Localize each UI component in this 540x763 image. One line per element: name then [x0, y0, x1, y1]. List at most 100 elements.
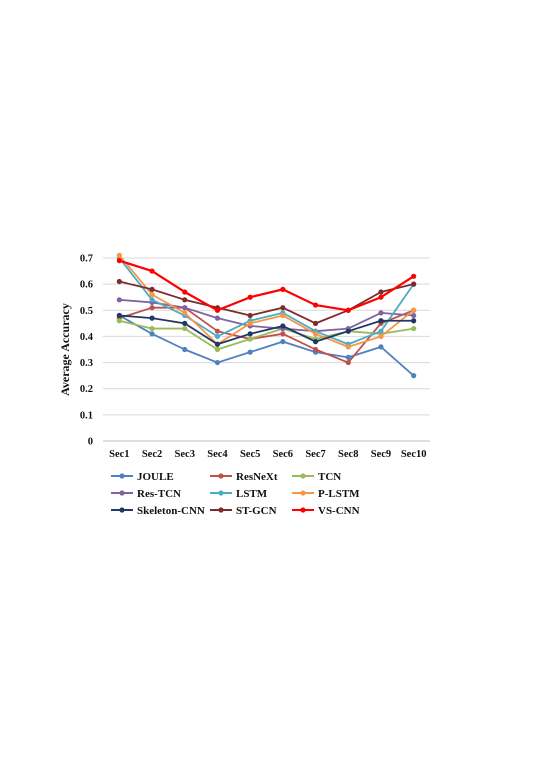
data-point [247, 349, 253, 355]
data-point [116, 318, 122, 324]
data-point [116, 297, 122, 303]
series-line [119, 314, 414, 346]
legend-label: Res-TCN [137, 488, 181, 500]
data-point [149, 268, 155, 274]
series-line [119, 280, 414, 325]
legend-item: ST-GCN [210, 505, 277, 517]
legend-item: LSTM [210, 488, 268, 500]
x-axis-ticks: Sec1 Sec2 Sec3 Sec4 Sec5 Sec6 Sec7 Sec8 Sec9 Sec1… [109, 449, 426, 460]
data-point [312, 346, 319, 353]
legend-swatch-marker [218, 507, 224, 513]
data-point [411, 325, 417, 332]
data-point [214, 359, 221, 366]
data-point [312, 320, 319, 326]
data-point [312, 339, 319, 345]
x-tick-label: Sec7 [305, 449, 325, 460]
x-tick-label: Sec4 [207, 449, 228, 460]
data-point [149, 305, 155, 311]
series-skeleton-cnn [116, 312, 417, 347]
data-point [214, 333, 221, 340]
series-vs-cnn [116, 258, 417, 313]
x-tick-label: Sec8 [338, 449, 358, 460]
x-tick-label: Sec3 [175, 449, 195, 460]
legend-label: TCN [318, 471, 341, 483]
data-point [411, 307, 417, 313]
legend-label: P-LSTM [318, 488, 360, 500]
x-tick-label: Sec1 [109, 449, 129, 460]
y-tick-label: 0.5 [80, 306, 93, 317]
data-point [312, 331, 319, 337]
legend-swatch-marker [119, 490, 125, 496]
data-point [214, 328, 221, 334]
y-tick-label: 0.4 [80, 332, 94, 343]
y-tick-label: 0 [88, 437, 93, 448]
x-tick-label: Sec10 [401, 449, 427, 460]
y-axis-label: Average Accuracy [58, 303, 72, 396]
data-point [182, 320, 188, 326]
data-point [345, 307, 351, 313]
grid-lines [103, 257, 430, 442]
x-tick-label: Sec9 [371, 449, 391, 460]
data-point [378, 333, 384, 340]
x-tick-label: Sec5 [240, 449, 260, 460]
y-tick-label: 0.6 [80, 280, 93, 291]
data-point [182, 305, 188, 311]
data-point [345, 354, 351, 360]
data-point [149, 286, 155, 292]
legend-label: VS-CNN [318, 505, 360, 517]
legend-label: LSTM [236, 488, 268, 500]
data-point [280, 331, 286, 337]
data-point [378, 344, 384, 350]
data-point [280, 286, 286, 292]
y-tick-label: 0.3 [80, 358, 93, 369]
data-point [116, 258, 122, 264]
series-lines [116, 252, 417, 379]
x-tick-label: Sec6 [273, 449, 293, 460]
legend-swatch-marker [119, 507, 125, 513]
data-point [345, 328, 351, 334]
legend-label: JOULE [137, 471, 174, 483]
data-point [280, 305, 286, 311]
data-point [280, 312, 286, 319]
data-point [182, 325, 188, 332]
legend-label: ResNeXt [236, 471, 278, 483]
legend-swatch-marker [300, 507, 306, 513]
data-point [247, 331, 253, 337]
data-point [411, 273, 417, 279]
legend-item: Skeleton-CNN [111, 505, 205, 517]
legend-swatch-marker [300, 473, 306, 479]
series-line [119, 319, 414, 351]
legend-label: Skeleton-CNN [137, 505, 205, 517]
legend-item: Res-TCN [111, 488, 181, 500]
data-point [378, 289, 384, 295]
series-line [119, 298, 414, 333]
data-point [149, 315, 155, 321]
legend-item: VS-CNN [292, 505, 360, 517]
data-point [378, 294, 384, 300]
data-point [411, 281, 417, 287]
series-line [118, 257, 415, 346]
legend-swatch-marker [119, 473, 125, 479]
data-point [280, 323, 286, 329]
data-point [247, 312, 253, 319]
legend-item: JOULE [111, 471, 174, 483]
data-point [214, 341, 221, 347]
data-point [411, 312, 417, 319]
legend-swatch-marker [218, 490, 224, 496]
data-point [345, 344, 351, 350]
data-point [116, 278, 122, 285]
legend-swatch-marker [300, 490, 306, 496]
y-tick-label: 0.1 [80, 410, 93, 421]
y-tick-label: 0.7 [80, 254, 93, 265]
data-point [214, 315, 221, 321]
data-point [247, 294, 253, 300]
series-joule [116, 312, 417, 379]
legend-item: TCN [292, 471, 341, 483]
data-point [378, 310, 384, 316]
series-line [118, 314, 415, 377]
data-point [280, 339, 286, 345]
legend: JOULE ResNeXt TCN Res-TCN LSTM P-LSTM Skeleton… [111, 471, 360, 517]
data-point [378, 328, 384, 334]
data-point [214, 346, 221, 353]
